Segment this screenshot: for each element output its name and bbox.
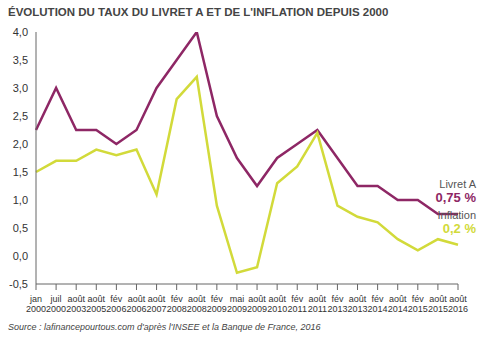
svg-text:3,0: 3,0 bbox=[13, 82, 28, 94]
svg-text:fév2015: fév2015 bbox=[408, 294, 428, 314]
svg-text:fév2006: fév2006 bbox=[106, 294, 126, 314]
svg-text:2,5: 2,5 bbox=[13, 110, 28, 122]
svg-text:août2010: août2010 bbox=[267, 294, 287, 314]
svg-text:fév2011: fév2011 bbox=[288, 294, 307, 314]
svg-text:fév2014: fév2014 bbox=[368, 294, 388, 314]
svg-text:2,0: 2,0 bbox=[13, 138, 28, 150]
svg-text:fév2013: fév2013 bbox=[327, 294, 347, 314]
svg-text:août2014: août2014 bbox=[388, 294, 408, 314]
svg-text:4,0: 4,0 bbox=[13, 26, 28, 38]
svg-text:Inflation: Inflation bbox=[437, 209, 472, 221]
html-text:Source : lafinancepourtous.com: Source : lafinancepourtous.com d'après l… bbox=[8, 322, 321, 332]
svg-text:1,0: 1,0 bbox=[13, 194, 28, 206]
svg-text:août2015: août2015 bbox=[428, 294, 448, 314]
svg-text:0,0: 0,0 bbox=[13, 250, 28, 262]
svg-text:août2007: août2007 bbox=[147, 294, 167, 314]
svg-text:fév2009: fév2009 bbox=[207, 294, 227, 314]
svg-text:août2005: août2005 bbox=[86, 294, 106, 314]
svg-text:fév2008: fév2008 bbox=[167, 294, 187, 314]
svg-text:-0,5: -0,5 bbox=[9, 278, 28, 290]
svg-text:mai2009: mai2009 bbox=[227, 294, 247, 314]
svg-text:Livret A: Livret A bbox=[439, 178, 472, 190]
svg-text:août2011: août2011 bbox=[308, 294, 327, 314]
svg-text:août2009: août2009 bbox=[247, 294, 267, 314]
svg-text:août2006: août2006 bbox=[126, 294, 146, 314]
svg-text:1,5: 1,5 bbox=[13, 166, 28, 178]
svg-text:août2008: août2008 bbox=[187, 294, 207, 314]
svg-text:0,5: 0,5 bbox=[13, 222, 28, 234]
svg-text:juil2000: juil2000 bbox=[46, 294, 66, 314]
svg-text:jan2000: jan2000 bbox=[26, 294, 46, 314]
svg-text:août2016: août2016 bbox=[448, 294, 468, 314]
html-text:ÉVOLUTION DU TAUX DU LIVRET A: ÉVOLUTION DU TAUX DU LIVRET A ET DE L'IN… bbox=[8, 6, 389, 18]
svg-text:3,5: 3,5 bbox=[13, 54, 28, 66]
svg-text:août2003: août2003 bbox=[66, 294, 86, 314]
svg-text:0,2 %: 0,2 % bbox=[443, 221, 472, 236]
svg-text:0,75 %: 0,75 % bbox=[436, 190, 472, 205]
svg-text:août2013: août2013 bbox=[348, 294, 368, 314]
